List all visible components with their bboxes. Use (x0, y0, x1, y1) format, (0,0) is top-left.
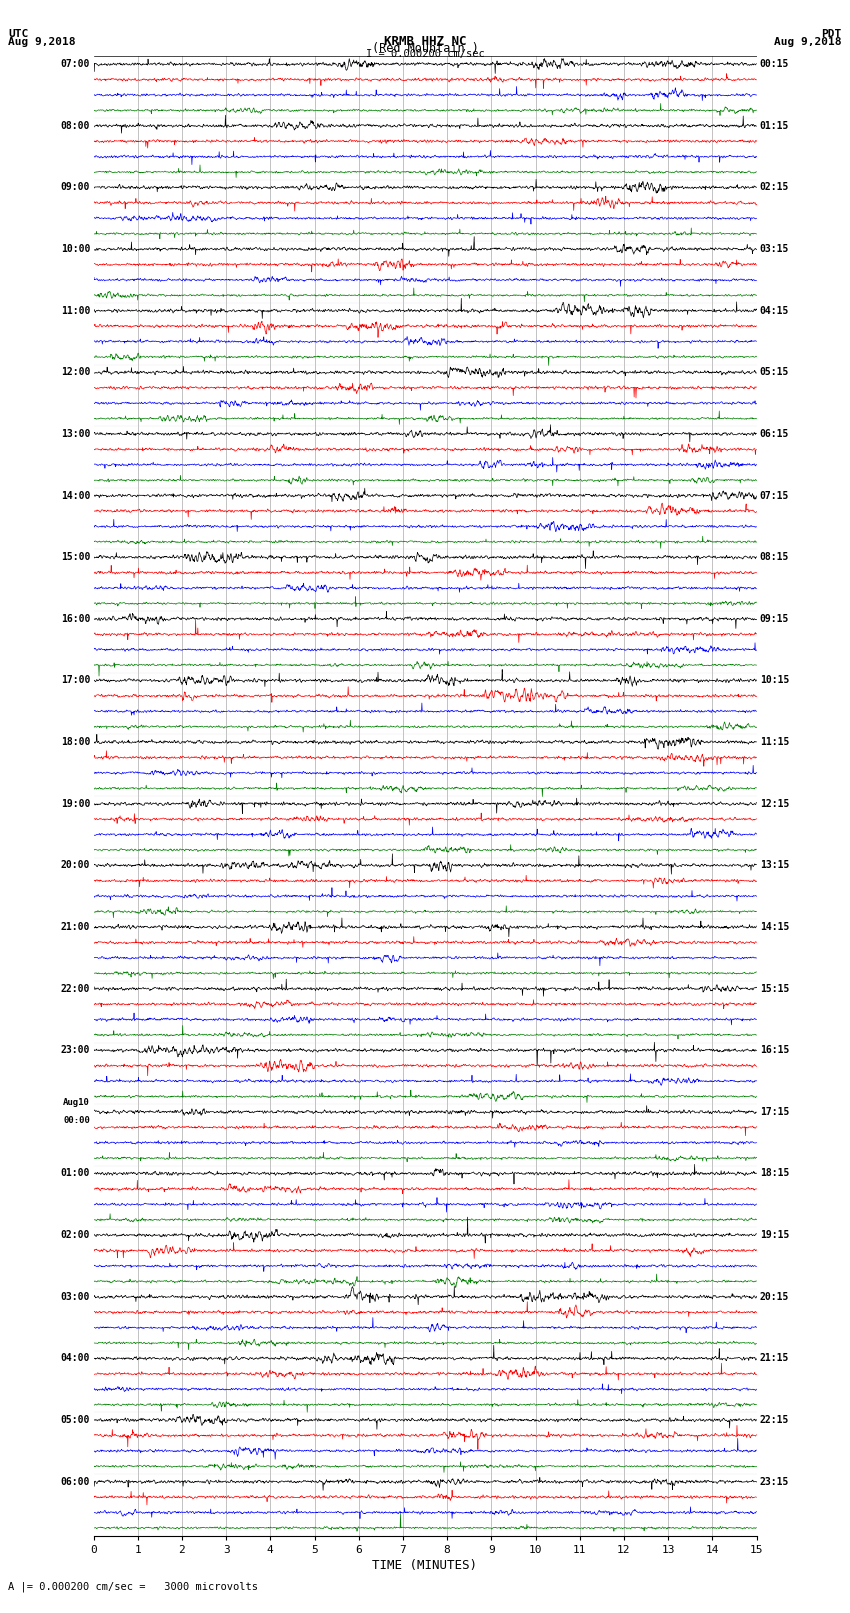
Text: 02:00: 02:00 (61, 1231, 90, 1240)
Text: 16:00: 16:00 (61, 615, 90, 624)
Text: 08:15: 08:15 (760, 552, 789, 563)
Text: I = 0.000200 cm/sec: I = 0.000200 cm/sec (366, 50, 484, 60)
Text: 04:00: 04:00 (61, 1353, 90, 1363)
Text: 03:15: 03:15 (760, 244, 789, 255)
Text: 00:00: 00:00 (63, 1116, 90, 1126)
Text: 14:00: 14:00 (61, 490, 90, 500)
Text: Aug 9,2018: Aug 9,2018 (774, 37, 842, 47)
Text: 15:15: 15:15 (760, 984, 789, 994)
Text: UTC: UTC (8, 29, 29, 39)
Text: 18:00: 18:00 (61, 737, 90, 747)
Text: 11:00: 11:00 (61, 306, 90, 316)
Text: 02:15: 02:15 (760, 182, 789, 192)
Text: 03:00: 03:00 (61, 1292, 90, 1302)
Text: 22:00: 22:00 (61, 984, 90, 994)
Text: 08:00: 08:00 (61, 121, 90, 131)
Text: 20:00: 20:00 (61, 860, 90, 871)
Text: Aug 9,2018: Aug 9,2018 (8, 37, 76, 47)
Text: 09:00: 09:00 (61, 182, 90, 192)
Text: 05:00: 05:00 (61, 1415, 90, 1424)
Text: 12:00: 12:00 (61, 368, 90, 377)
Text: 18:15: 18:15 (760, 1168, 789, 1179)
Text: 10:15: 10:15 (760, 676, 789, 686)
Text: Aug10: Aug10 (63, 1098, 90, 1108)
Text: 15:00: 15:00 (61, 552, 90, 563)
Text: 06:00: 06:00 (61, 1476, 90, 1487)
Text: 22:15: 22:15 (760, 1415, 789, 1424)
X-axis label: TIME (MINUTES): TIME (MINUTES) (372, 1558, 478, 1571)
Text: 23:00: 23:00 (61, 1045, 90, 1055)
Text: 10:00: 10:00 (61, 244, 90, 255)
Text: 00:15: 00:15 (760, 60, 789, 69)
Text: 13:15: 13:15 (760, 860, 789, 871)
Text: KRMB HHZ NC: KRMB HHZ NC (383, 35, 467, 48)
Text: 20:15: 20:15 (760, 1292, 789, 1302)
Text: 17:15: 17:15 (760, 1107, 789, 1116)
Text: 01:15: 01:15 (760, 121, 789, 131)
Text: 17:00: 17:00 (61, 676, 90, 686)
Text: 19:00: 19:00 (61, 798, 90, 808)
Text: 21:00: 21:00 (61, 923, 90, 932)
Text: 04:15: 04:15 (760, 306, 789, 316)
Text: 13:00: 13:00 (61, 429, 90, 439)
Text: 07:15: 07:15 (760, 490, 789, 500)
Text: 11:15: 11:15 (760, 737, 789, 747)
Text: A |= 0.000200 cm/sec =   3000 microvolts: A |= 0.000200 cm/sec = 3000 microvolts (8, 1581, 258, 1592)
Text: PDT: PDT (821, 29, 842, 39)
Text: 14:15: 14:15 (760, 923, 789, 932)
Text: 06:15: 06:15 (760, 429, 789, 439)
Text: 21:15: 21:15 (760, 1353, 789, 1363)
Text: 09:15: 09:15 (760, 615, 789, 624)
Text: 07:00: 07:00 (61, 60, 90, 69)
Text: 05:15: 05:15 (760, 368, 789, 377)
Text: (Red Mountain ): (Red Mountain ) (371, 42, 479, 55)
Text: 16:15: 16:15 (760, 1045, 789, 1055)
Text: 23:15: 23:15 (760, 1476, 789, 1487)
Text: 19:15: 19:15 (760, 1231, 789, 1240)
Text: 01:00: 01:00 (61, 1168, 90, 1179)
Text: 12:15: 12:15 (760, 798, 789, 808)
